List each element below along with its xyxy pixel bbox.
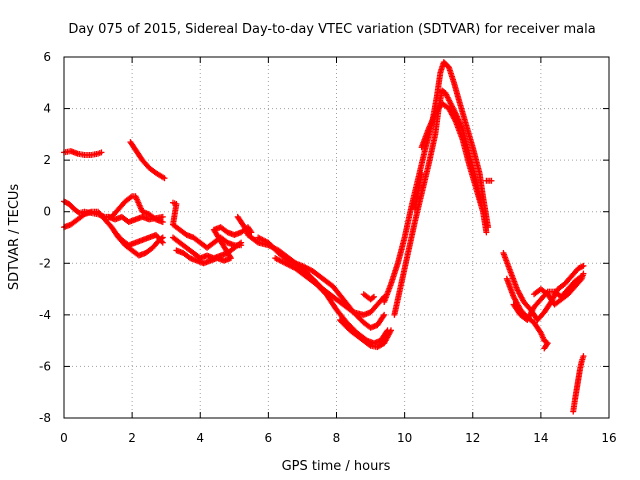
x-tick-label: 14 [533, 431, 548, 445]
y-tick-label: 4 [43, 102, 51, 116]
data-point [158, 238, 165, 245]
data-point [580, 270, 587, 277]
data-point [159, 239, 166, 246]
y-tick-label: -2 [39, 256, 51, 270]
data-points [61, 59, 587, 415]
x-tick-label: 2 [128, 431, 136, 445]
data-point [370, 293, 377, 300]
y-tick-label: -4 [39, 308, 51, 322]
data-point [488, 177, 495, 184]
x-tick-label: 4 [196, 431, 204, 445]
x-tick-label: 6 [265, 431, 273, 445]
x-tick-label: 16 [601, 431, 616, 445]
x-axis-label: GPS time / hours [282, 459, 391, 474]
x-tick-label: 0 [60, 431, 68, 445]
y-axis-label: SDTVAR / TECUs [7, 184, 22, 291]
data-point [388, 327, 394, 334]
data-point [161, 175, 168, 182]
y-tick-labels: -8 -6 -4 -2 0 2 4 6 [39, 50, 51, 425]
x-tick-label: 12 [465, 431, 480, 445]
axis-ticks [63, 56, 610, 419]
data-point [483, 229, 490, 236]
plot-frame [63, 56, 610, 419]
data-point [381, 311, 388, 318]
data-point [98, 149, 105, 156]
x-tick-labels: 0 2 4 6 8 10 12 14 16 [60, 431, 616, 445]
data-point [580, 353, 587, 360]
data-point [238, 239, 245, 246]
y-tick-label: 0 [43, 205, 51, 219]
y-tick-label: 6 [43, 50, 51, 64]
data-point [580, 262, 587, 269]
data-point [159, 213, 166, 220]
y-tick-label: 2 [43, 153, 51, 167]
data-point [369, 294, 376, 301]
data-point [418, 170, 425, 177]
data-point [542, 344, 549, 351]
data-point [577, 277, 584, 284]
data-point [253, 238, 260, 245]
y-tick-label: -6 [39, 359, 51, 373]
data-point [247, 228, 254, 235]
data-point [541, 345, 548, 352]
x-tick-label: 10 [397, 431, 412, 445]
data-point [380, 313, 387, 320]
x-tick-label: 8 [333, 431, 341, 445]
data-point [366, 341, 373, 348]
y-tick-label: -8 [39, 411, 51, 425]
chart-title: Day 075 of 2015, Sidereal Day-to-day VTE… [68, 22, 595, 37]
data-point [159, 219, 166, 226]
